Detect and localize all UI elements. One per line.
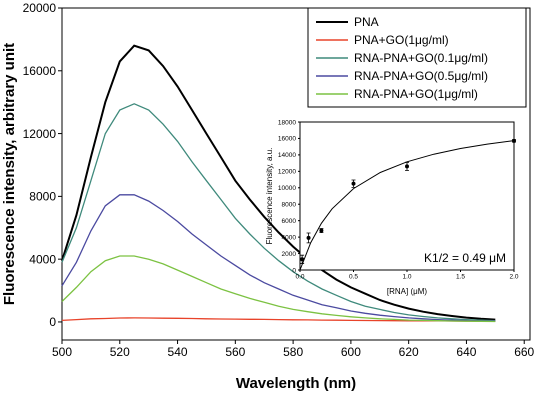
line: [61, 44, 496, 321]
legend-label: PNA+GO(1μg/ml): [354, 33, 449, 47]
y-tick-label: 20000: [23, 1, 57, 15]
y-tick-label: 6000: [282, 218, 297, 225]
y-tick-label: 12000: [23, 127, 57, 141]
x-tick-label: 540: [168, 345, 188, 359]
line: [61, 194, 496, 322]
point: [351, 181, 356, 186]
line: [61, 103, 496, 322]
y-tick-label: 2000: [282, 251, 297, 258]
inset-y-label: Fluorescence intensity, a.u.: [265, 148, 274, 245]
x-tick-label: 1.0: [402, 274, 411, 281]
x-tick-label: 2.0: [509, 274, 518, 281]
x-tick-label: 500: [52, 345, 72, 359]
point: [306, 235, 311, 240]
x-tick-label: 0.0: [295, 274, 304, 281]
fit-line: [299, 140, 515, 271]
line: [61, 255, 496, 323]
y-tick-label: 0: [49, 315, 56, 329]
y-tick-label: 4000: [29, 252, 56, 266]
legend-label: PNA: [354, 15, 379, 29]
y-tick-label: 14000: [278, 152, 296, 159]
x-tick-label: 600: [341, 345, 361, 359]
legend-label: RNA-PNA+GO(0.1μg/ml): [354, 51, 488, 65]
point: [319, 228, 324, 233]
y-tick-label: 0: [292, 267, 296, 274]
y-tick-label: 8000: [282, 201, 297, 208]
x-tick-label: 620: [399, 345, 419, 359]
x-tick-label: 660: [514, 345, 534, 359]
x-tick-label: 1.5: [456, 274, 465, 281]
x-tick-label: 0.5: [349, 274, 358, 281]
x-tick-label: 520: [110, 345, 130, 359]
legend-label: RNA-PNA+GO(0.5μg/ml): [354, 69, 488, 83]
x-tick-label: 640: [456, 345, 476, 359]
point: [405, 164, 409, 169]
annotation: K1/2 = 0.49 μM: [424, 251, 506, 265]
y-tick-label: 18000: [278, 119, 296, 126]
x-tick-label: 560: [225, 345, 245, 359]
y-tick-label: 16000: [278, 136, 296, 143]
plot-frame: [299, 121, 515, 271]
legend-label: RNA-PNA+GO(1μg/ml): [354, 87, 478, 101]
y-tick-label: 10000: [278, 185, 296, 192]
y-tick-label: 16000: [23, 64, 57, 78]
x-axis-label: Wavelength (nm): [236, 375, 356, 392]
y-axis-label: Fluorescence intensity, arbitrary unit: [1, 43, 18, 305]
inset-x-label: [RNA] (μM): [387, 287, 427, 296]
y-tick-label: 12000: [278, 169, 296, 176]
x-tick-label: 580: [283, 345, 303, 359]
y-tick-label: 4000: [282, 234, 297, 241]
y-tick-label: 8000: [29, 190, 56, 204]
point: [300, 257, 305, 262]
